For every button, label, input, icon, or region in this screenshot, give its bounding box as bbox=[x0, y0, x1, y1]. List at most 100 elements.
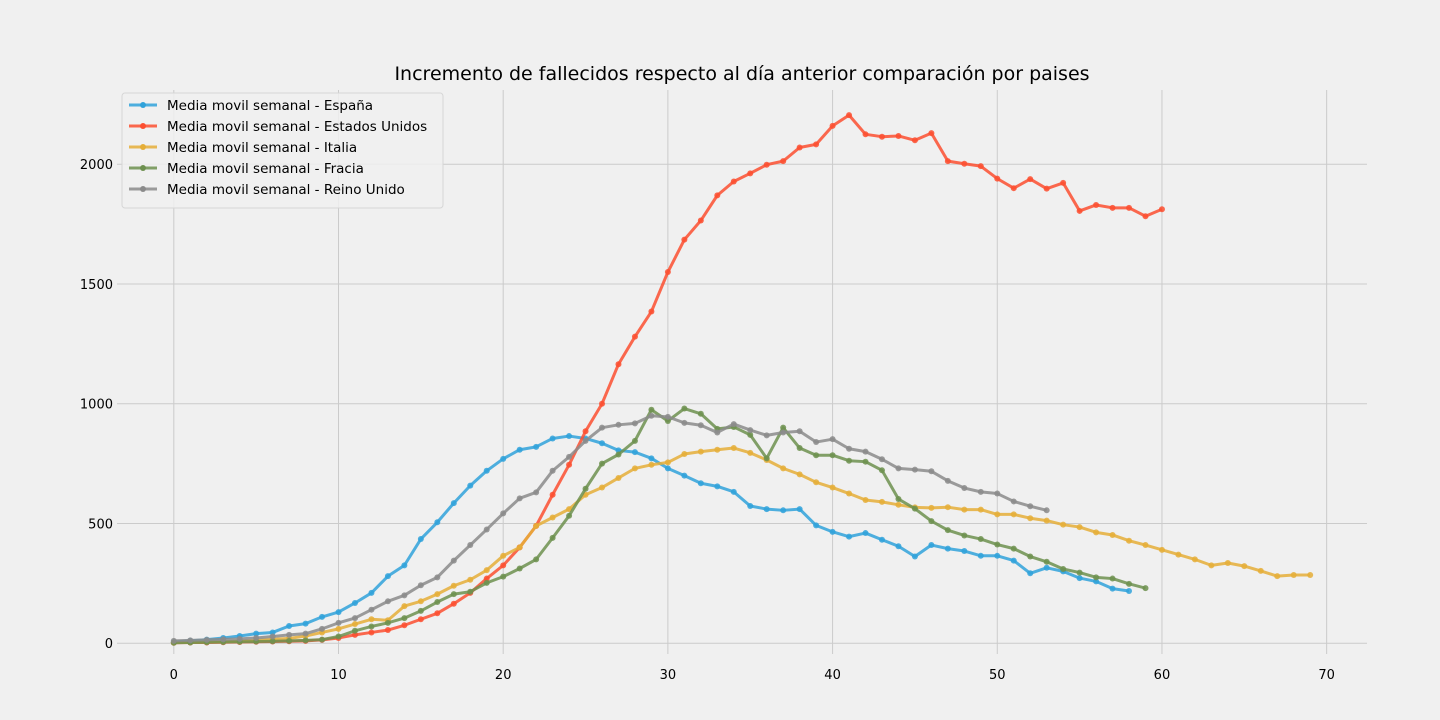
data-point bbox=[697, 422, 704, 429]
data-point bbox=[648, 412, 655, 419]
data-point bbox=[599, 440, 606, 447]
y-tick-label: 1500 bbox=[80, 278, 113, 293]
data-point bbox=[1043, 564, 1050, 571]
legend-label: Media movil semanal - Italia bbox=[167, 140, 357, 156]
data-point bbox=[747, 431, 754, 438]
data-point bbox=[1010, 511, 1017, 518]
y-tick-label: 1000 bbox=[80, 398, 113, 413]
x-tick-label: 50 bbox=[989, 668, 1006, 683]
data-point bbox=[730, 421, 737, 428]
data-point bbox=[895, 543, 902, 550]
data-point bbox=[681, 419, 688, 426]
data-point bbox=[862, 530, 869, 537]
data-point bbox=[533, 556, 540, 563]
data-point bbox=[1126, 580, 1133, 587]
data-point bbox=[763, 161, 770, 168]
tick-labels: 0 10 20 30 40 50 60 70 0 500 1000 1500 2000 bbox=[80, 158, 1335, 683]
series-group bbox=[170, 112, 1314, 646]
legend-box bbox=[121, 92, 444, 209]
data-point bbox=[351, 621, 358, 628]
legend-item: Media movil semanal - Reino Unido bbox=[129, 182, 405, 198]
data-point bbox=[1027, 503, 1034, 510]
data-point bbox=[780, 158, 787, 165]
data-point bbox=[1142, 213, 1149, 220]
data-point bbox=[1142, 542, 1149, 549]
data-point bbox=[1076, 569, 1083, 576]
data-point bbox=[664, 459, 671, 466]
data-point bbox=[1274, 573, 1281, 580]
data-point bbox=[269, 633, 276, 640]
data-point bbox=[500, 552, 507, 559]
x-tick-label: 70 bbox=[1318, 668, 1335, 683]
data-point bbox=[450, 582, 457, 589]
legend-item: Media movil semanal - Estados Unidos bbox=[129, 119, 427, 135]
data-point bbox=[351, 627, 358, 634]
data-point bbox=[1060, 565, 1067, 572]
y-tick-label: 500 bbox=[88, 517, 113, 532]
data-point bbox=[994, 490, 1001, 497]
data-point bbox=[401, 562, 408, 569]
data-point bbox=[351, 599, 358, 606]
data-point bbox=[648, 455, 655, 462]
data-point bbox=[829, 122, 836, 129]
data-point bbox=[747, 170, 754, 177]
data-point bbox=[450, 500, 457, 507]
data-point bbox=[220, 636, 227, 643]
data-point bbox=[796, 445, 803, 452]
data-point bbox=[664, 269, 671, 276]
legend-marker bbox=[140, 165, 146, 171]
data-point bbox=[384, 619, 391, 626]
data-point bbox=[846, 490, 853, 497]
y-tick-label: 2000 bbox=[80, 158, 113, 173]
data-point bbox=[269, 638, 276, 645]
data-point bbox=[796, 428, 803, 435]
data-point bbox=[500, 573, 507, 580]
data-point bbox=[615, 421, 622, 428]
data-point bbox=[483, 579, 490, 586]
data-point bbox=[1076, 575, 1083, 582]
data-point bbox=[1027, 570, 1034, 577]
data-point bbox=[664, 465, 671, 472]
data-point bbox=[911, 466, 918, 473]
data-point bbox=[582, 485, 589, 492]
data-point bbox=[681, 472, 688, 479]
data-point bbox=[549, 435, 556, 442]
data-point bbox=[747, 502, 754, 509]
data-point bbox=[599, 484, 606, 491]
data-point bbox=[599, 400, 606, 407]
data-point bbox=[648, 461, 655, 468]
data-point bbox=[928, 542, 935, 549]
data-point bbox=[813, 479, 820, 486]
x-tick-label: 40 bbox=[824, 668, 841, 683]
data-point bbox=[401, 603, 408, 610]
data-point bbox=[1093, 574, 1100, 581]
data-point bbox=[450, 591, 457, 598]
data-point bbox=[368, 616, 375, 623]
data-point bbox=[1027, 176, 1034, 183]
legend-item: Media movil semanal - Fracia bbox=[129, 161, 364, 177]
data-point bbox=[1126, 588, 1133, 595]
data-point bbox=[1208, 562, 1215, 569]
legend-label: Media movil semanal - Estados Unidos bbox=[167, 119, 427, 135]
data-point bbox=[813, 141, 820, 148]
data-point bbox=[796, 506, 803, 513]
data-point bbox=[1027, 515, 1034, 522]
data-point bbox=[994, 175, 1001, 182]
data-point bbox=[928, 130, 935, 137]
data-point bbox=[697, 410, 704, 417]
data-point bbox=[1109, 204, 1116, 211]
data-point bbox=[878, 498, 885, 505]
data-point bbox=[1076, 207, 1083, 214]
data-point bbox=[1043, 185, 1050, 192]
data-point bbox=[631, 420, 638, 427]
data-point bbox=[384, 627, 391, 634]
data-point bbox=[566, 461, 573, 468]
data-point bbox=[714, 192, 721, 199]
data-point bbox=[1109, 531, 1116, 538]
legend-marker bbox=[140, 144, 146, 150]
data-point bbox=[1043, 517, 1050, 524]
data-point bbox=[253, 634, 260, 641]
data-point bbox=[747, 427, 754, 434]
data-point bbox=[846, 533, 853, 540]
